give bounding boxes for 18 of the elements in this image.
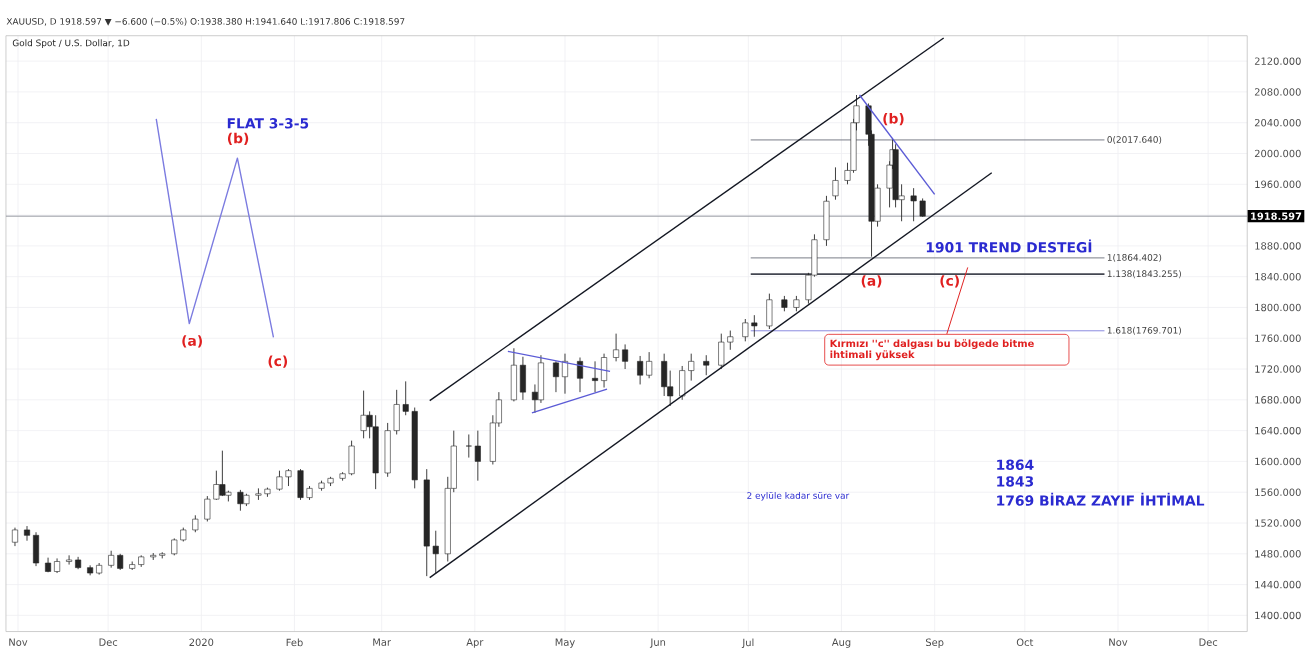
candlestick (219, 449, 226, 497)
candlestick (592, 360, 599, 393)
candlestick (561, 352, 568, 394)
candlestick (577, 356, 584, 393)
candlestick (11, 526, 18, 547)
candlestick (537, 354, 544, 404)
candlestick (474, 429, 481, 481)
candlestick (832, 166, 839, 200)
candlestick (766, 292, 773, 330)
candlestick (372, 414, 379, 490)
candlestick (613, 332, 620, 362)
candlestick (237, 489, 244, 511)
candlestick (703, 354, 710, 376)
candlestick (360, 389, 367, 439)
candlestick (637, 355, 644, 385)
candlestick (66, 554, 73, 565)
candlestick (823, 195, 830, 247)
candlestick (519, 355, 526, 400)
